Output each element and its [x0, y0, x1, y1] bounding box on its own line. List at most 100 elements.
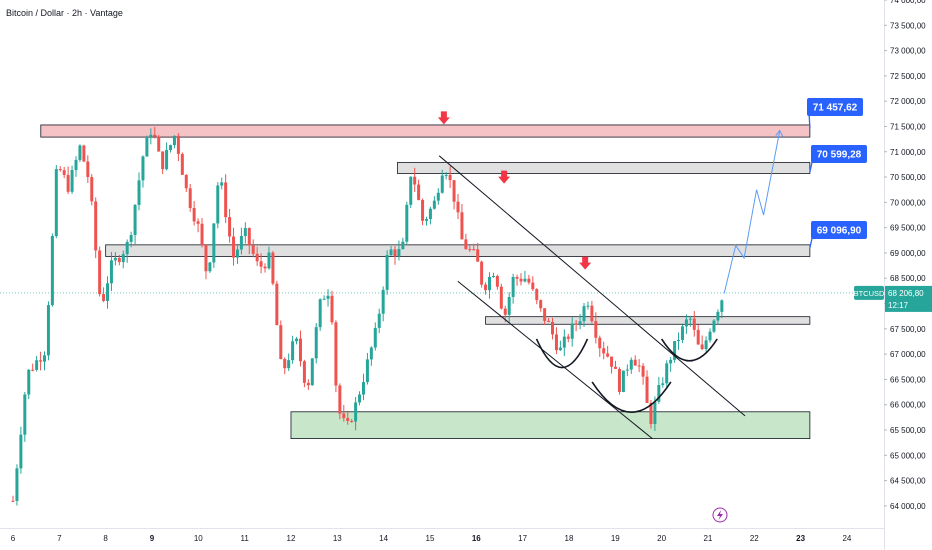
candle-body	[602, 348, 606, 354]
projection-path[interactable]	[723, 130, 781, 294]
candle-body	[216, 185, 220, 224]
x-tick-label: 17	[518, 534, 527, 543]
y-tick-label: 64 500,00	[890, 477, 926, 486]
zone-mid-range[interactable]	[105, 244, 811, 257]
x-tick-label: 19	[611, 534, 620, 543]
candle-body	[491, 275, 495, 277]
candle-body	[58, 169, 62, 171]
candle-body	[570, 323, 574, 339]
candle-body	[535, 289, 539, 301]
candle-body	[377, 313, 381, 328]
candle-body	[259, 261, 263, 267]
zone-upper-range[interactable]	[397, 161, 811, 174]
candle-body	[322, 298, 326, 300]
candle-body	[66, 174, 70, 192]
candle-body	[574, 323, 578, 325]
candle-body	[275, 283, 279, 326]
candle-body	[523, 278, 527, 282]
y-tick-label: 69 500,00	[890, 224, 926, 233]
candle-body	[621, 370, 625, 392]
price-axis[interactable]: 64 000,00 64 500,00 65 000,00 65 500,00 66 0…	[884, 0, 926, 511]
candle-body	[330, 295, 334, 323]
candle-body	[610, 356, 614, 367]
target-label-box[interactable]	[811, 221, 867, 239]
candle-body	[484, 284, 488, 291]
pattern-arc[interactable]	[660, 338, 718, 362]
candle-body	[381, 289, 385, 314]
candle-body	[409, 176, 413, 205]
y-tick-label: 73 500,00	[890, 21, 926, 30]
candle-body	[688, 318, 692, 320]
y-tick-label: 66 000,00	[890, 401, 926, 410]
candle-body	[558, 347, 562, 351]
candle-body	[590, 305, 594, 322]
candle-body	[641, 365, 645, 377]
zones	[40, 124, 811, 440]
candle-body	[633, 359, 637, 366]
pattern-arc[interactable]	[591, 381, 672, 414]
trendline[interactable]	[457, 280, 653, 439]
candle-body	[606, 353, 610, 357]
x-tick-label: 15	[426, 534, 435, 543]
candle-body	[708, 331, 712, 341]
replay-icon[interactable]	[712, 507, 728, 523]
target-label-box[interactable]	[807, 98, 863, 116]
time-axis[interactable]: 6 7 8 9 10 11 12 13 14 15 16 17 18 19 20 21 22 23 24	[11, 534, 852, 543]
candle-body	[684, 319, 688, 327]
zone-resistance[interactable]	[40, 124, 811, 138]
candle-body	[692, 318, 696, 330]
candle-body	[669, 359, 673, 364]
candle-body	[397, 249, 401, 257]
symbol-tag[interactable]	[854, 285, 884, 300]
candle-body	[417, 184, 421, 200]
down-arrow-icon[interactable]	[498, 170, 511, 184]
candle-body	[133, 204, 137, 235]
candle-body	[373, 327, 377, 348]
candle-body	[82, 145, 86, 162]
candle-body	[476, 249, 480, 262]
candle-body	[436, 192, 440, 201]
candle-body	[531, 282, 535, 290]
x-tick-label: 11	[240, 534, 249, 543]
candle-body	[413, 176, 417, 185]
candle-body	[464, 239, 468, 250]
candle-body	[680, 326, 684, 341]
candle-body	[594, 321, 598, 338]
candle-body	[365, 359, 369, 383]
x-tick-label: 18	[565, 534, 574, 543]
candle-body	[43, 355, 47, 362]
trendline[interactable]	[438, 155, 746, 417]
down-arrow-icon[interactable]	[579, 256, 592, 270]
candle-body	[228, 217, 232, 237]
candle-body	[696, 329, 700, 345]
candle-body	[169, 145, 173, 150]
candle-body	[673, 340, 677, 360]
target-label-text: 69 096,90	[817, 226, 862, 237]
candle-body	[677, 340, 681, 342]
y-tick-label: 67 500,00	[890, 325, 926, 334]
candle-body	[405, 204, 409, 242]
zone-demand[interactable]	[290, 411, 811, 440]
candle-body	[161, 151, 165, 170]
y-tick-label: 66 500,00	[890, 375, 926, 384]
candle-body	[401, 241, 405, 250]
target-label-box[interactable]	[811, 145, 867, 163]
candle-body	[243, 228, 247, 237]
down-arrow-icon[interactable]	[437, 111, 450, 125]
x-tick-label: 8	[103, 534, 108, 543]
zone-neckline[interactable]	[485, 316, 811, 325]
pattern-arc[interactable]	[535, 338, 589, 369]
candle-body	[614, 366, 618, 369]
candle-body	[94, 201, 98, 251]
candle-body	[393, 249, 397, 257]
candle-body	[625, 369, 629, 371]
x-tick-label: 21	[703, 534, 712, 543]
y-tick-label: 74 000,00	[890, 0, 926, 5]
candle-body	[428, 208, 432, 220]
candle-body	[239, 236, 243, 250]
candle-body	[499, 286, 503, 309]
candle-body	[235, 249, 239, 258]
x-tick-label: 6	[11, 534, 16, 543]
x-tick-label: 13	[333, 534, 342, 543]
